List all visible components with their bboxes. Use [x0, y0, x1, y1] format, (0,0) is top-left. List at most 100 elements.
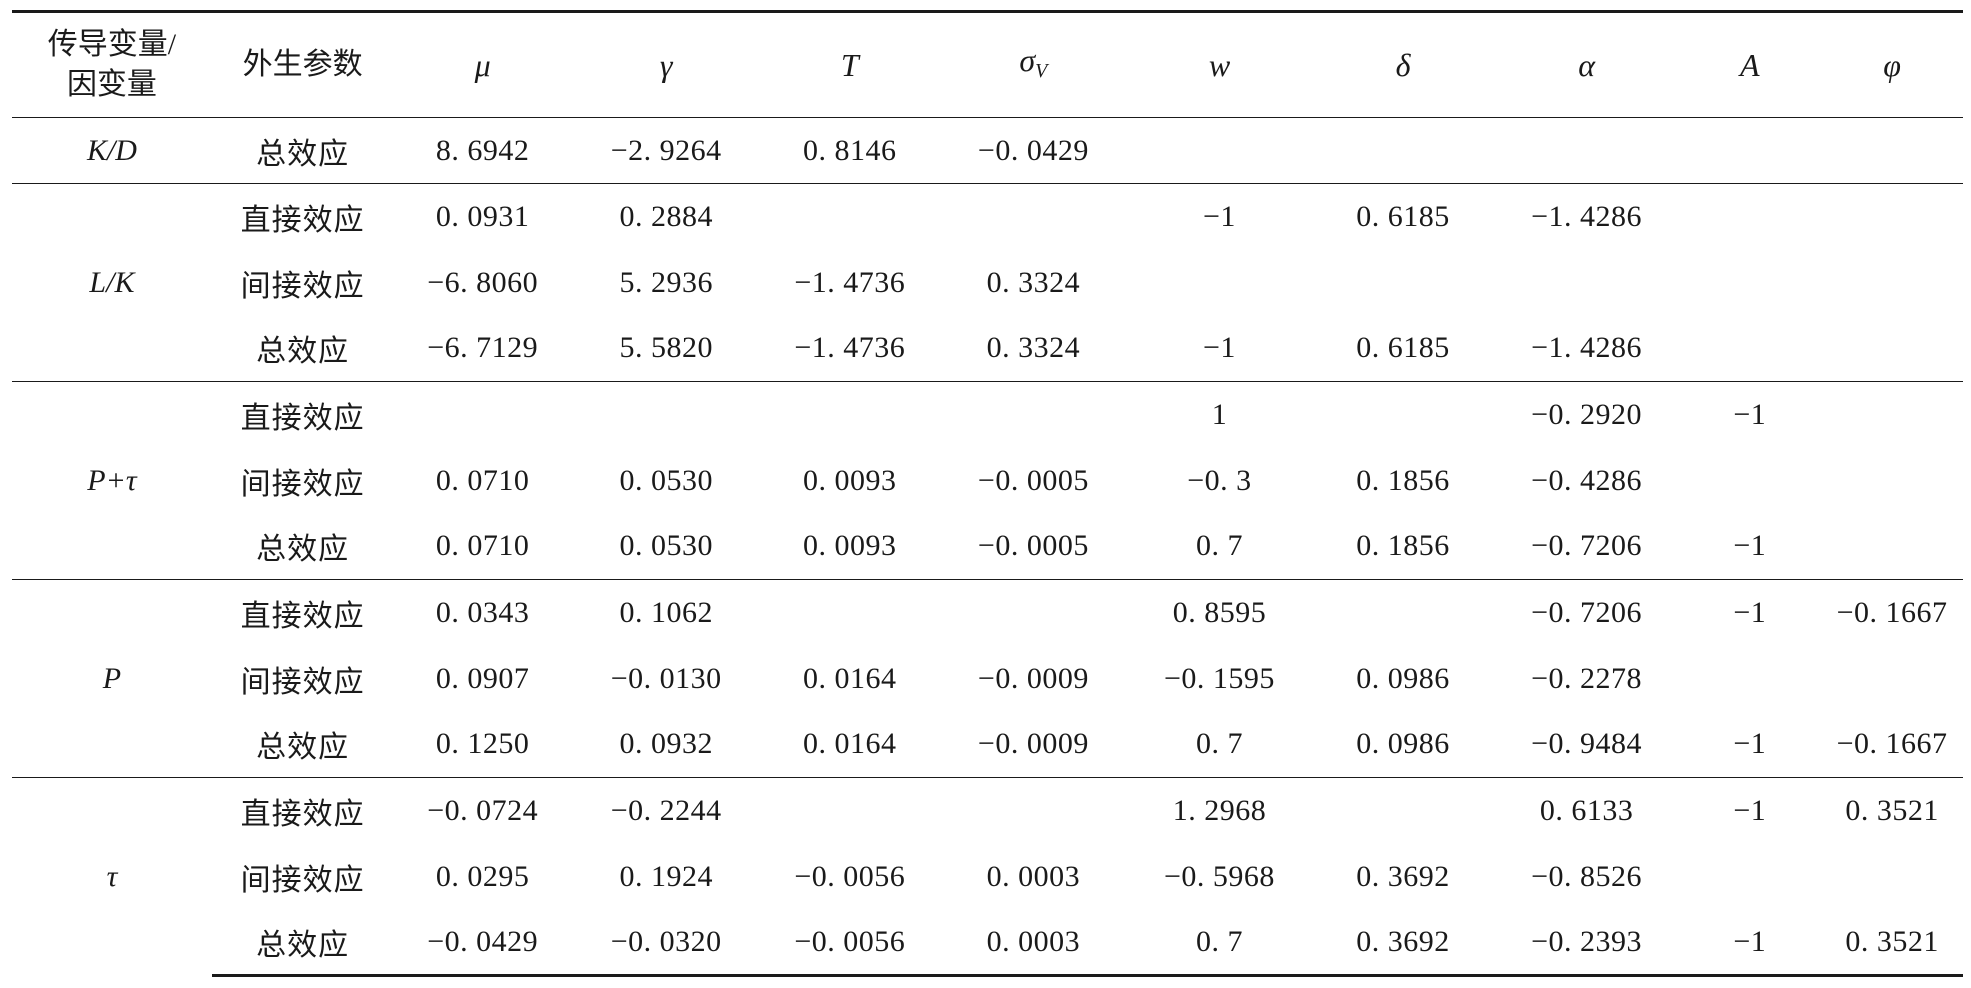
header-w: w [1127, 10, 1312, 118]
effect-cell: 总效应 [211, 909, 394, 977]
effect-cell: 总效应 [256, 731, 350, 765]
table-row: 总效应 0. 1250 0. 0932 0. 0164 −0. 0009 0. … [12, 712, 1963, 778]
mu-cell: 0. 0295 [435, 859, 530, 893]
table-row: 间接效应 −6. 8060 5. 2936 −1. 4736 0. 3324 [12, 250, 1963, 316]
gamma-cell: 0. 0932 [619, 727, 713, 761]
header-row: 传导变量/ 因变量 外生参数 μ γ T σV w δ α A φ [12, 10, 1963, 118]
header-variable: 传导变量/ 因变量 [12, 10, 212, 118]
sigma-cell: 0. 3324 [986, 331, 1081, 365]
A-cell [1678, 844, 1821, 910]
table-row: 总效应 −0. 0429 −0. 0320 −0. 0056 0. 0003 0… [12, 909, 1963, 977]
phi-cell: 0. 3521 [1821, 777, 1963, 844]
header-variable-line2: 因变量 [66, 68, 157, 101]
mu-cell: 0. 1250 [435, 727, 530, 761]
A-cell: −1 [1678, 909, 1822, 977]
mu-cell [393, 381, 572, 448]
gamma-cell: 5. 5820 [619, 331, 713, 365]
mu-cell: 0. 0343 [393, 579, 572, 646]
A-cell [1678, 118, 1821, 184]
delta-cell [1311, 579, 1495, 646]
delta-cell [1311, 250, 1495, 316]
group-P-plus-tau: P+τ 直接效应 1 −0. 2920 −1 间接效应 0. 0710 0. 0… [12, 381, 1963, 580]
delta-cell [1311, 118, 1495, 184]
alpha-cell [1495, 118, 1679, 184]
table-row: 总效应 −6. 7129 5. 5820 −1. 4736 0. 3324 −1… [12, 316, 1963, 382]
group-tau: τ 直接效应 −0. 0724 −0. 2244 1. 2968 0. 6133… [12, 777, 1963, 977]
sigma-cell: 0. 0003 [939, 909, 1128, 977]
gamma-cell [571, 381, 761, 448]
header-alpha: α [1494, 10, 1679, 118]
mu-cell: 0. 0710 [435, 529, 530, 563]
phi-cell [1821, 448, 1963, 514]
header-phi: φ [1821, 10, 1963, 118]
w-cell: 0. 7 [1195, 727, 1243, 761]
phi-cell [1821, 118, 1963, 184]
variable-cell: K/D [86, 133, 137, 167]
T-cell [760, 381, 940, 448]
gamma-cell: −0. 0130 [610, 661, 722, 695]
header-variable-line1: 传导变量/ [47, 28, 177, 61]
mu-cell: −0. 0724 [393, 777, 572, 844]
phi-cell: −0. 1667 [1821, 579, 1963, 646]
effect-cell: 总效应 [256, 137, 350, 171]
header-A: A [1678, 10, 1822, 118]
delta-cell: 0. 6185 [1356, 331, 1450, 365]
alpha-cell: −0. 9484 [1531, 727, 1643, 761]
sigma-cell: −0. 0005 [977, 463, 1089, 497]
sigma-cell: −0. 0429 [977, 133, 1089, 167]
mu-cell: 0. 0931 [393, 183, 572, 250]
alpha-cell: −0. 4286 [1531, 463, 1643, 497]
sigma-cell [939, 183, 1128, 250]
w-cell [1128, 250, 1312, 316]
group-L-K: L/K 直接效应 0. 0931 0. 2884 −1 0. 6185 −1. … [12, 183, 1963, 382]
sigma-cell [939, 777, 1128, 844]
w-cell: 1 [1127, 381, 1312, 448]
T-cell: 0. 0164 [803, 661, 897, 695]
table-header: 传导变量/ 因变量 外生参数 μ γ T σV w δ α A φ [12, 10, 1963, 118]
delta-cell: 0. 3692 [1311, 909, 1495, 977]
variable-cell: τ [12, 777, 212, 976]
header-parameter: 外生参数 [211, 10, 394, 118]
w-cell: 0. 8595 [1127, 579, 1312, 646]
table-row: P+τ 直接效应 1 −0. 2920 −1 [12, 381, 1963, 580]
alpha-cell: −1. 4286 [1494, 183, 1679, 250]
w-cell: 1. 2968 [1127, 777, 1312, 844]
effect-cell: 间接效应 [240, 467, 365, 501]
T-cell: 0. 0093 [803, 529, 897, 563]
T-cell [760, 183, 940, 250]
table-row: 间接效应 0. 0907 −0. 0130 0. 0164 −0. 0009 −… [12, 646, 1963, 712]
table-row: 总效应 0. 0710 0. 0530 0. 0093 −0. 0005 0. … [12, 514, 1963, 580]
phi-cell [1821, 514, 1963, 580]
gamma-cell: −0. 0320 [571, 909, 761, 977]
phi-cell [1821, 381, 1963, 448]
A-cell [1678, 316, 1821, 382]
alpha-cell [1495, 250, 1679, 316]
sigma-cell: −0. 0009 [977, 661, 1089, 695]
T-cell: 0. 0164 [803, 727, 897, 761]
w-cell: −1 [1203, 331, 1236, 365]
w-cell: −0. 5968 [1164, 859, 1275, 893]
sigma-cell [939, 381, 1128, 448]
table-row: τ 直接效应 −0. 0724 −0. 2244 1. 2968 0. 6133… [12, 777, 1963, 976]
table-row: L/K 直接效应 0. 0931 0. 2884 −1 0. 6185 −1. … [12, 183, 1963, 382]
T-cell [760, 579, 940, 646]
phi-cell: 0. 3521 [1821, 909, 1963, 977]
alpha-cell: −0. 7206 [1494, 579, 1679, 646]
A-cell: −1 [1733, 727, 1767, 761]
alpha-cell: −0. 8526 [1531, 859, 1643, 893]
effect-cell: 间接效应 [240, 863, 365, 897]
delta-cell: 0. 1856 [1356, 529, 1450, 563]
table-row: P 直接效应 0. 0343 0. 1062 0. 8595 −0. 7206 … [12, 579, 1963, 778]
phi-cell [1821, 316, 1963, 382]
delta-cell: 0. 0986 [1356, 727, 1450, 761]
alpha-cell: −1. 4286 [1531, 331, 1643, 365]
header-sigma-symbol: σ [1019, 41, 1036, 78]
alpha-cell: −0. 2278 [1531, 661, 1643, 695]
delta-cell: 0. 0986 [1356, 661, 1450, 695]
effects-table-container: 传导变量/ 因变量 外生参数 μ γ T σV w δ α A φ K/D 总效… [12, 10, 1963, 977]
mu-cell: 0. 0710 [435, 463, 530, 497]
phi-cell [1821, 183, 1963, 250]
w-cell: −0. 1595 [1164, 661, 1275, 695]
group-K-D: K/D 总效应 8. 6942 −2. 9264 0. 8146 −0. 042… [12, 118, 1963, 184]
A-cell [1678, 183, 1822, 250]
